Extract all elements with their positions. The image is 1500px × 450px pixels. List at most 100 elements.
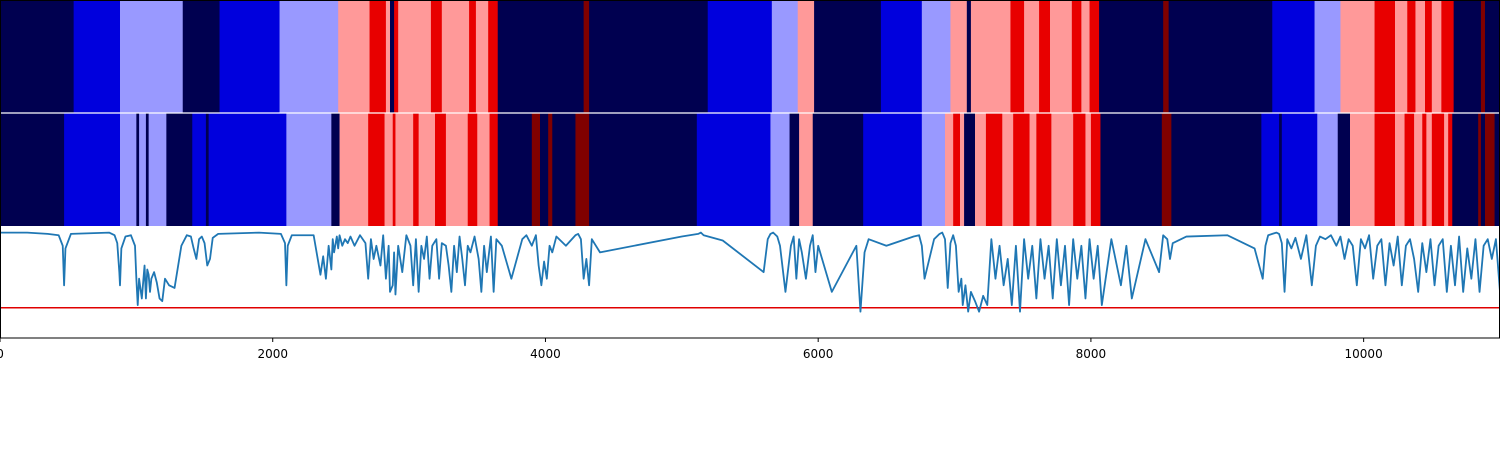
heatmap-segment-2-19 [413, 113, 420, 226]
heatmap-segment-2-25 [489, 113, 499, 226]
heatmap-segment-1-21 [707, 0, 773, 113]
heatmap-segment-2-72 [1452, 113, 1479, 226]
heatmap-segment-2-70 [1444, 113, 1449, 226]
heatmap-segment-2-57 [1261, 113, 1280, 226]
heatmap-segment-1-51 [1480, 0, 1486, 113]
heatmap-segment-2-21 [435, 113, 447, 226]
heatmap-segment-1-46 [1415, 0, 1426, 113]
heatmap-segment-2-68 [1426, 113, 1433, 226]
heatmap-segment-1-35 [1081, 0, 1090, 113]
heatmap-segment-1-13 [430, 0, 443, 113]
heatmap-segment-2-3 [120, 113, 137, 226]
heatmap-segment-2-32 [589, 113, 698, 226]
line-panel-background [0, 226, 1500, 338]
heatmap-segment-2-33 [696, 113, 771, 226]
heatmap-segment-1-27 [950, 0, 968, 113]
heatmap-segment-1-41 [1314, 0, 1341, 113]
heatmap-segment-2-53 [1090, 113, 1101, 226]
heatmap-segment-2-4 [136, 113, 140, 226]
heatmap-segment-2-52 [1085, 113, 1092, 226]
heatmap-segment-2-64 [1395, 113, 1405, 226]
heatmap-track-bottom [0, 113, 1500, 226]
heatmap-segment-2-18 [395, 113, 414, 226]
heatmap-segment-2-11 [208, 113, 287, 226]
heatmap-segment-1-49 [1441, 0, 1455, 113]
heatmap-segment-2-8 [166, 113, 193, 226]
heatmap-segment-2-76 [1494, 113, 1500, 226]
heatmap-segment-1-47 [1425, 0, 1433, 113]
heatmap-segment-2-50 [1051, 113, 1074, 226]
heatmap-segment-2-34 [770, 113, 790, 226]
heatmap-segment-1-39 [1168, 0, 1273, 113]
heatmap-segment-1-40 [1272, 0, 1315, 113]
heatmap-segment-2-31 [575, 113, 590, 226]
heatmap-segment-2-66 [1414, 113, 1423, 226]
heatmap-segment-1-6 [279, 0, 339, 113]
heatmap-segment-2-69 [1431, 113, 1445, 226]
heatmap-segment-1-52 [1485, 0, 1500, 113]
heatmap-segment-2-36 [799, 113, 814, 226]
x-tick-label-3: 4000 [530, 347, 561, 361]
heatmap-segment-1-25 [880, 0, 923, 113]
heatmap-segment-1-38 [1163, 0, 1170, 113]
heatmap-segment-2-49 [1036, 113, 1052, 226]
heatmap-segment-1-1 [0, 0, 75, 113]
heatmap-segment-2-30 [552, 113, 576, 226]
heatmap-segment-2-75 [1485, 113, 1495, 226]
line-panel [0, 226, 1500, 338]
heatmap-segment-2-74 [1480, 113, 1486, 226]
heatmap-segment-2-16 [384, 113, 394, 226]
heatmap-segment-2-47 [1013, 113, 1030, 226]
value-series-line [0, 231, 1500, 313]
heatmap-segment-2-45 [985, 113, 1003, 226]
heatmap-segment-1-8 [369, 0, 387, 113]
heatmap-segment-2-61 [1337, 113, 1351, 226]
heatmap-segment-1-10 [390, 0, 395, 113]
heatmap-track-top [0, 0, 1500, 113]
heatmap-segment-2-14 [339, 113, 369, 226]
heatmap-segment-2-46 [1002, 113, 1014, 226]
x-tick-label-4: 6000 [803, 347, 834, 361]
heatmap-segment-1-30 [1010, 0, 1025, 113]
heatmap-segment-1-43 [1374, 0, 1396, 113]
heatmap-segment-2-65 [1404, 113, 1415, 226]
heatmap-segment-1-14 [441, 0, 470, 113]
heatmap-segment-1-12 [398, 0, 432, 113]
heatmap-segment-2-20 [418, 113, 436, 226]
heatmap-segment-2-23 [467, 113, 478, 226]
heatmap-segment-2-51 [1073, 113, 1086, 226]
heatmap-segment-1-45 [1407, 0, 1416, 113]
heatmap-segment-2-5 [139, 113, 147, 226]
x-axis: 0 2000 4000 6000 8000 10000 [0, 338, 1383, 361]
heatmap-segment-2-55 [1161, 113, 1172, 226]
heatmap-segment-1-18 [497, 0, 585, 113]
heatmap-segment-2-12 [286, 113, 332, 226]
heatmap-segment-2-56 [1171, 113, 1262, 226]
heatmap-segment-1-42 [1340, 0, 1375, 113]
heatmap-segment-2-13 [331, 113, 340, 226]
x-tick-label-5: 8000 [1076, 347, 1107, 361]
x-tick-label-1: 0 [0, 347, 4, 361]
heatmap-segment-2-15 [368, 113, 385, 226]
heatmap-segment-2-2 [64, 113, 121, 226]
heatmap-segment-2-39 [921, 113, 946, 226]
heatmap-segment-1-19 [583, 0, 590, 113]
heatmap-segment-1-36 [1089, 0, 1100, 113]
heatmap-segment-1-20 [589, 0, 709, 113]
heatmap-segment-1-11 [394, 0, 399, 113]
heatmap-segment-1-5 [219, 0, 280, 113]
heatmap-segment-2-28 [540, 113, 549, 226]
heatmap-segment-1-29 [970, 0, 1011, 113]
heatmap-segment-2-44 [975, 113, 987, 226]
heatmap-segment-2-59 [1281, 113, 1318, 226]
heatmap-segment-1-17 [488, 0, 499, 113]
heatmap-segment-1-44 [1395, 0, 1408, 113]
heatmap-segment-1-16 [475, 0, 489, 113]
heatmap-segment-2-60 [1317, 113, 1339, 226]
heatmap-segment-1-50 [1453, 0, 1482, 113]
heatmap-segment-2-35 [789, 113, 800, 226]
heatmap-segment-2-17 [392, 113, 396, 226]
heatmap-segment-2-38 [863, 113, 923, 226]
